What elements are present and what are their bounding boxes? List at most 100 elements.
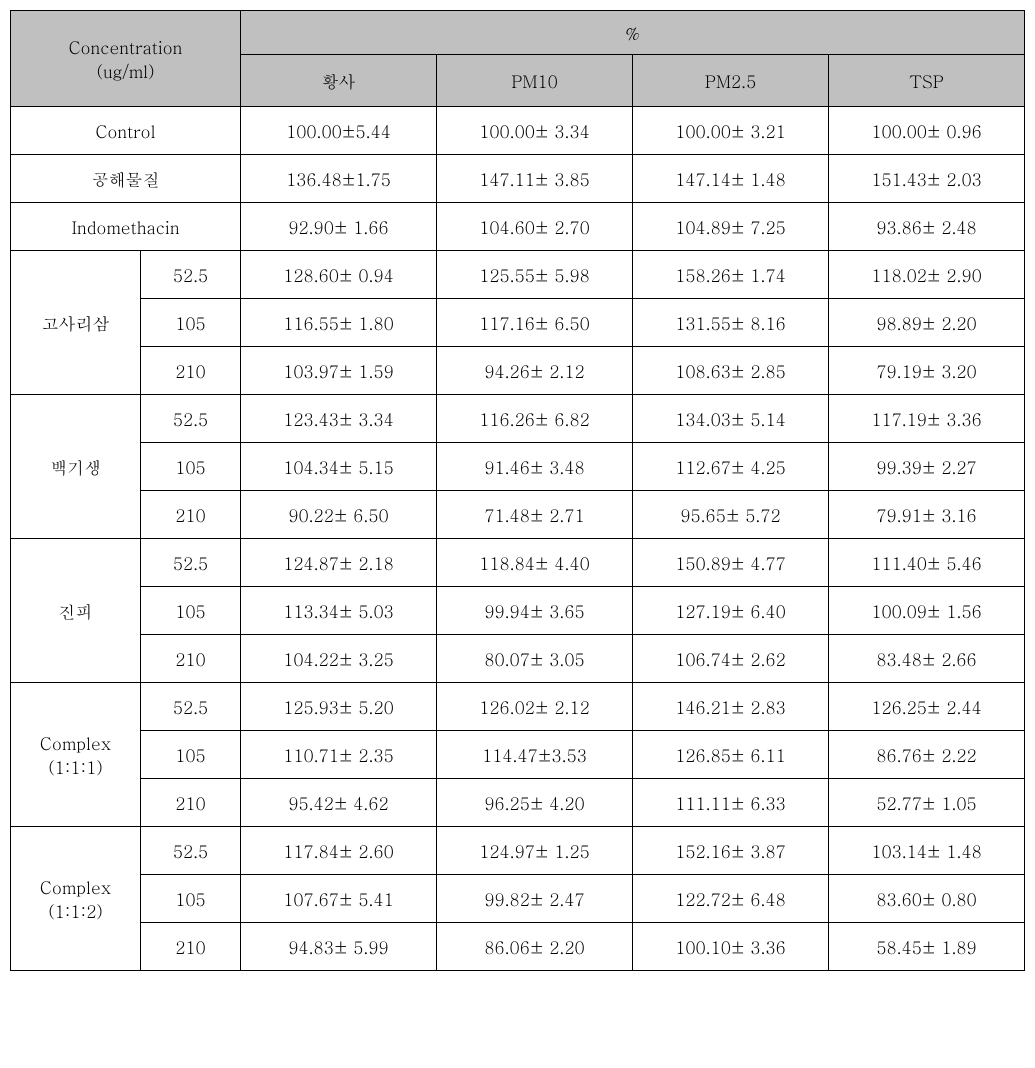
- value-cell: 110.71± 2.35: [241, 731, 437, 779]
- concentration-cell: 105: [141, 875, 241, 923]
- table-row: 21095.42± 4.6296.25± 4.20111.11± 6.3352.…: [11, 779, 1025, 827]
- value-cell: 151.43± 2.03: [829, 155, 1025, 203]
- value-cell: 100.10± 3.36: [633, 923, 829, 971]
- value-cell: 127.19± 6.40: [633, 587, 829, 635]
- value-cell: 112.67± 4.25: [633, 443, 829, 491]
- value-cell: 126.25± 2.44: [829, 683, 1025, 731]
- value-cell: 86.76± 2.22: [829, 731, 1025, 779]
- table-row: Complex(1:1:1)52.5125.93± 5.20126.02± 2.…: [11, 683, 1025, 731]
- value-cell: 134.03± 5.14: [633, 395, 829, 443]
- concentration-cell: 52.5: [141, 395, 241, 443]
- value-cell: 94.83± 5.99: [241, 923, 437, 971]
- value-cell: 100.00±5.44: [241, 107, 437, 155]
- concentration-cell: 210: [141, 635, 241, 683]
- group-label: 진피: [11, 539, 141, 683]
- value-cell: 58.45± 1.89: [829, 923, 1025, 971]
- group-label: 백기생: [11, 395, 141, 539]
- row-label: Indomethacin: [11, 203, 241, 251]
- value-cell: 95.42± 4.62: [241, 779, 437, 827]
- group-label: 고사리삼: [11, 251, 141, 395]
- value-cell: 103.14± 1.48: [829, 827, 1025, 875]
- value-cell: 100.09± 1.56: [829, 587, 1025, 635]
- concentration-cell: 52.5: [141, 827, 241, 875]
- table-body: Control100.00±5.44100.00± 3.34100.00± 3.…: [11, 107, 1025, 971]
- concentration-cell: 210: [141, 347, 241, 395]
- value-cell: 152.16± 3.87: [633, 827, 829, 875]
- table-row: Indomethacin92.90± 1.66104.60± 2.70104.8…: [11, 203, 1025, 251]
- group-label: Complex(1:1:2): [11, 827, 141, 971]
- header-percent: %: [241, 11, 1025, 55]
- table-row: 210104.22± 3.2580.07± 3.05106.74± 2.6283…: [11, 635, 1025, 683]
- value-cell: 104.89± 7.25: [633, 203, 829, 251]
- value-cell: 123.43± 3.34: [241, 395, 437, 443]
- value-cell: 100.00± 3.34: [437, 107, 633, 155]
- value-cell: 99.39± 2.27: [829, 443, 1025, 491]
- table-row: 21090.22± 6.5071.48± 2.7195.65± 5.7279.9…: [11, 491, 1025, 539]
- value-cell: 80.07± 3.05: [437, 635, 633, 683]
- table-row: 진피52.5124.87± 2.18118.84± 4.40150.89± 4.…: [11, 539, 1025, 587]
- header-col-1: PM10: [437, 55, 633, 107]
- value-cell: 126.85± 6.11: [633, 731, 829, 779]
- header-concentration-label: Concentration: [11, 35, 240, 59]
- concentration-cell: 52.5: [141, 539, 241, 587]
- header-col-0: 황사: [241, 55, 437, 107]
- header-concentration: Concentration (ug/ml): [11, 11, 241, 107]
- value-cell: 111.40± 5.46: [829, 539, 1025, 587]
- value-cell: 128.60± 0.94: [241, 251, 437, 299]
- concentration-cell: 52.5: [141, 683, 241, 731]
- value-cell: 100.00± 3.21: [633, 107, 829, 155]
- table-row: 105107.67± 5.4199.82± 2.47122.72± 6.4883…: [11, 875, 1025, 923]
- group-label: Complex(1:1:1): [11, 683, 141, 827]
- value-cell: 131.55± 8.16: [633, 299, 829, 347]
- value-cell: 125.93± 5.20: [241, 683, 437, 731]
- value-cell: 104.22± 3.25: [241, 635, 437, 683]
- table-row: Control100.00±5.44100.00± 3.34100.00± 3.…: [11, 107, 1025, 155]
- value-cell: 107.67± 5.41: [241, 875, 437, 923]
- table-row: 공해물질136.48±1.75147.11± 3.85147.14± 1.481…: [11, 155, 1025, 203]
- value-cell: 117.16± 6.50: [437, 299, 633, 347]
- value-cell: 114.47±3.53: [437, 731, 633, 779]
- value-cell: 124.87± 2.18: [241, 539, 437, 587]
- value-cell: 83.48± 2.66: [829, 635, 1025, 683]
- data-table: Concentration (ug/ml) % 황사 PM10 PM2.5 TS…: [10, 10, 1025, 971]
- value-cell: 106.74± 2.62: [633, 635, 829, 683]
- value-cell: 136.48±1.75: [241, 155, 437, 203]
- table-row: 105104.34± 5.1591.46± 3.48112.67± 4.2599…: [11, 443, 1025, 491]
- concentration-cell: 52.5: [141, 251, 241, 299]
- table-row: 백기생52.5123.43± 3.34116.26± 6.82134.03± 5…: [11, 395, 1025, 443]
- value-cell: 71.48± 2.71: [437, 491, 633, 539]
- value-cell: 86.06± 2.20: [437, 923, 633, 971]
- value-cell: 79.91± 3.16: [829, 491, 1025, 539]
- value-cell: 116.55± 1.80: [241, 299, 437, 347]
- value-cell: 92.90± 1.66: [241, 203, 437, 251]
- value-cell: 96.25± 4.20: [437, 779, 633, 827]
- value-cell: 103.97± 1.59: [241, 347, 437, 395]
- table-row: 105110.71± 2.35114.47±3.53126.85± 6.1186…: [11, 731, 1025, 779]
- value-cell: 93.86± 2.48: [829, 203, 1025, 251]
- table-row: 21094.83± 5.9986.06± 2.20100.10± 3.3658.…: [11, 923, 1025, 971]
- value-cell: 100.00± 0.96: [829, 107, 1025, 155]
- value-cell: 91.46± 3.48: [437, 443, 633, 491]
- value-cell: 150.89± 4.77: [633, 539, 829, 587]
- table-row: 105113.34± 5.0399.94± 3.65127.19± 6.4010…: [11, 587, 1025, 635]
- header-concentration-unit: (ug/ml): [11, 59, 240, 83]
- header-col-3: TSP: [829, 55, 1025, 107]
- value-cell: 125.55± 5.98: [437, 251, 633, 299]
- value-cell: 99.82± 2.47: [437, 875, 633, 923]
- value-cell: 122.72± 6.48: [633, 875, 829, 923]
- value-cell: 113.34± 5.03: [241, 587, 437, 635]
- concentration-cell: 210: [141, 779, 241, 827]
- value-cell: 98.89± 2.20: [829, 299, 1025, 347]
- value-cell: 79.19± 3.20: [829, 347, 1025, 395]
- value-cell: 94.26± 2.12: [437, 347, 633, 395]
- value-cell: 158.26± 1.74: [633, 251, 829, 299]
- value-cell: 104.60± 2.70: [437, 203, 633, 251]
- concentration-cell: 210: [141, 491, 241, 539]
- table-row: 고사리삼52.5128.60± 0.94125.55± 5.98158.26± …: [11, 251, 1025, 299]
- concentration-cell: 105: [141, 443, 241, 491]
- value-cell: 118.02± 2.90: [829, 251, 1025, 299]
- concentration-cell: 105: [141, 731, 241, 779]
- value-cell: 146.21± 2.83: [633, 683, 829, 731]
- concentration-cell: 105: [141, 587, 241, 635]
- table-row: 105116.55± 1.80117.16± 6.50131.55± 8.169…: [11, 299, 1025, 347]
